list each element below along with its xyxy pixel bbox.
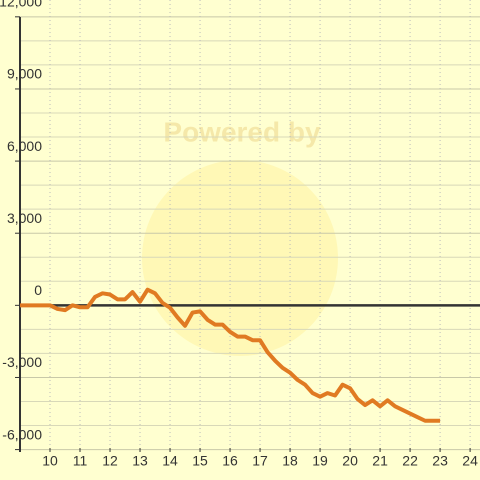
x-tick-label: 21 [372,453,388,469]
data-line [20,287,441,423]
x-tick-label: 20 [342,453,358,469]
x-tick-label: 18 [282,453,298,469]
x-tick-label: 19 [312,453,328,469]
x-tick-label: 24 [462,453,478,469]
x-tick-label: 12 [102,453,118,469]
x-tick-label: 22 [402,453,418,469]
x-tick-label: 23 [432,453,448,469]
y-tick-label: -6,000 [2,426,42,442]
y-tick-label: 12,000 [0,0,42,10]
x-tick-label: 13 [132,453,148,469]
watermark-logo [142,160,338,356]
watermark: Powered by [163,116,321,147]
x-tick-label: 15 [192,453,208,469]
y-tick-label: -3,000 [2,354,42,370]
y-tick-label: 9,000 [7,66,42,82]
y-tick-label: 0 [34,282,42,298]
y-tick-label: 3,000 [7,210,42,226]
x-tick-label: 16 [222,453,238,469]
x-tick-label: 17 [252,453,268,469]
y-tick-label: 6,000 [7,138,42,154]
x-tick-label: 11 [73,453,88,469]
x-tick-label: 10 [42,453,58,469]
x-tick-label: 14 [162,453,178,469]
